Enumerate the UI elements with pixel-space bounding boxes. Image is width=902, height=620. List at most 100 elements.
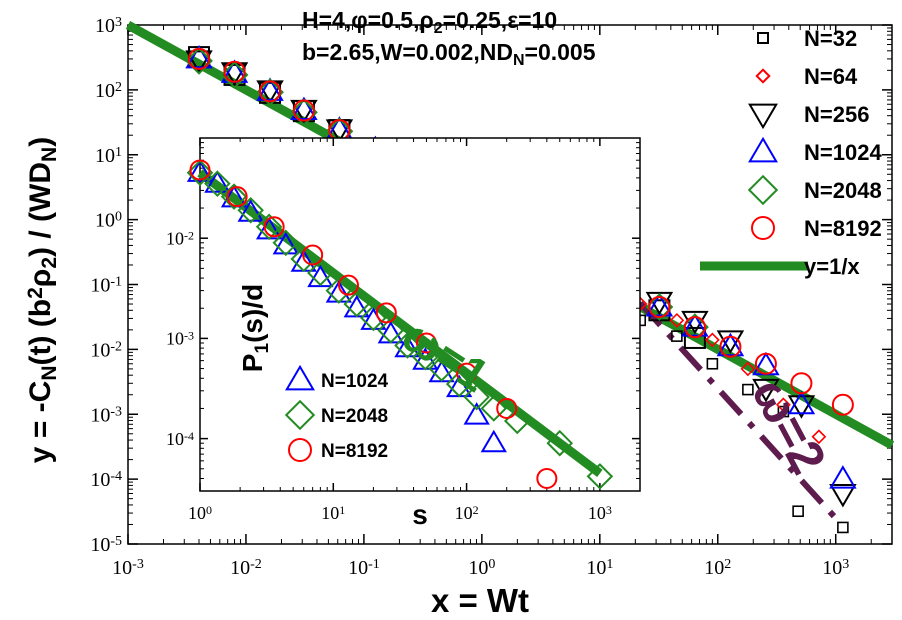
legend-label: N=32: [804, 26, 857, 51]
data-point-diamond: [220, 183, 248, 210]
y-tick-label: 10-4: [90, 469, 122, 491]
data-point-square: [792, 505, 804, 518]
x-tick-label-base: 10: [321, 503, 339, 523]
x-tick-label-exponent: -1: [368, 557, 380, 572]
inset-legend-label: N=1024: [321, 371, 389, 392]
data-point-triangle-up: [185, 44, 213, 69]
legend-label: N=8192: [804, 216, 882, 241]
y-tick-label-base: 10: [90, 404, 110, 426]
y-tick-label-exponent: -3: [184, 328, 194, 342]
data-point-triangle-down: [185, 50, 213, 74]
x-tick-label-exponent: 1: [606, 557, 613, 572]
x-tick-label: 103: [588, 503, 612, 523]
data-point-diamond: [284, 399, 316, 431]
data-point-triangle-up: [787, 390, 816, 415]
y-tick-label-base: 10: [95, 15, 115, 37]
inset-ylabel-part: (s)/d: [237, 284, 268, 343]
inset-legend: N=1024 N=2048 N=8192: [284, 364, 389, 462]
data-point-triangle-down: [752, 378, 780, 403]
y-tick-label-base: 10: [166, 229, 184, 249]
data-point-circle: [189, 159, 211, 181]
ylabel-sup-2: 2: [24, 287, 47, 299]
data-point-diamond: [377, 317, 405, 344]
data-point-diamond: [480, 395, 508, 422]
data-point-diamond: [290, 245, 318, 273]
data-point-triangle-up: [204, 170, 231, 193]
y-tick-label-exponent: 0: [115, 209, 122, 224]
x-tick-label-base: 10: [468, 557, 488, 579]
data-point-circle: [337, 274, 359, 296]
y-tick-label: 100: [95, 209, 122, 231]
x-tick-label-exponent: 0: [206, 503, 212, 517]
y-tick-label: 102: [95, 80, 122, 102]
y-tick-label-base: 10: [90, 534, 110, 556]
x-tick-label-base: 10: [588, 503, 606, 523]
x-tick-label: 10-3: [112, 557, 144, 579]
data-point-square: [777, 405, 790, 418]
data-point-diamond: [546, 429, 574, 457]
data-point-triangle-up: [645, 293, 674, 317]
y-tick-label: 10-5: [90, 534, 122, 556]
main-tick-group: 10-3 10-2 10-1 100 101 102 10310310210110010-1…: [90, 15, 892, 579]
data-point-circle: [415, 332, 437, 354]
data-point-circle: [302, 244, 324, 266]
data-point-diamond: [747, 174, 779, 206]
y-tick-label-base: 10: [90, 339, 110, 361]
data-point-diamond: [586, 463, 614, 490]
x-tick-label: 102: [455, 503, 479, 523]
x-tick-label: 10-1: [348, 557, 380, 579]
main-legend: N=32 N=64 N=256 N=1024 N=2048 N=8192 y=1/x: [700, 26, 882, 279]
x-tick-label-exponent: -3: [132, 557, 144, 572]
x-tick-label: 100: [468, 557, 495, 579]
x-tick-label-exponent: 3: [606, 503, 612, 517]
y-tick-label-base: 10: [90, 275, 110, 297]
data-point-circle: [683, 316, 706, 339]
ylabel-sub-n: N: [38, 147, 61, 162]
y-tick-label-exponent: -2: [110, 339, 122, 354]
y-tick-label-base: 10: [166, 429, 184, 449]
legend-label: N=256: [804, 102, 869, 127]
data-point-circle: [719, 335, 742, 358]
data-point-diamond: [255, 213, 283, 241]
x-tick-label-base: 10: [348, 557, 368, 579]
y-tick-label: 101: [95, 144, 122, 166]
x-tick-label-exponent: 1: [339, 503, 345, 517]
data-point-triangle-down: [829, 484, 857, 508]
x-tick-label: 103: [822, 557, 849, 579]
y-tick-label: 10-1: [90, 274, 122, 296]
data-point-triangle-down: [748, 103, 778, 130]
x-tick-label-base: 10: [704, 557, 724, 579]
inset-ylabel-part: P: [237, 354, 268, 373]
y-tick-label-base: 10: [95, 210, 115, 232]
inset-plot-frame: [199, 137, 641, 492]
data-point-diamond: [740, 361, 756, 377]
data-point-diamond: [411, 343, 439, 371]
params-line-1: H=4,φ=0.5,ρ2=0.25,ε=10: [302, 7, 557, 37]
data-point-diamond: [343, 290, 371, 318]
ylabel-sub-2: 2: [38, 257, 61, 269]
data-point-triangle-up: [237, 199, 264, 222]
data-point-square: [706, 357, 719, 370]
data-point-diamond: [272, 229, 300, 257]
data-point-circle: [226, 186, 248, 208]
data-point-triangle-up: [480, 429, 507, 453]
data-point-triangle-down: [645, 291, 674, 316]
x-tick-label-base: 10: [586, 557, 606, 579]
legend-label: y=1/x: [804, 254, 860, 279]
data-point-diamond: [428, 355, 455, 382]
inset-ylabel-sub: 1: [252, 343, 273, 354]
data-point-circle: [288, 438, 312, 462]
data-point-triangle-up: [256, 77, 284, 101]
x-tick-label-exponent: 3: [842, 557, 849, 572]
x-tick-label-base: 10: [822, 557, 842, 579]
data-point-circle: [648, 295, 671, 318]
x-tick-label-base: 10: [188, 503, 206, 523]
data-point-triangle-up: [186, 159, 214, 182]
data-point-triangle-down: [716, 330, 745, 354]
ylabel-part: ) / (WD: [24, 162, 57, 257]
x-tick-label-base: 10: [230, 557, 250, 579]
data-point-triangle-down: [681, 310, 709, 335]
x-tick-label-exponent: 0: [488, 557, 495, 572]
x-tick-label: 10-2: [230, 557, 262, 579]
